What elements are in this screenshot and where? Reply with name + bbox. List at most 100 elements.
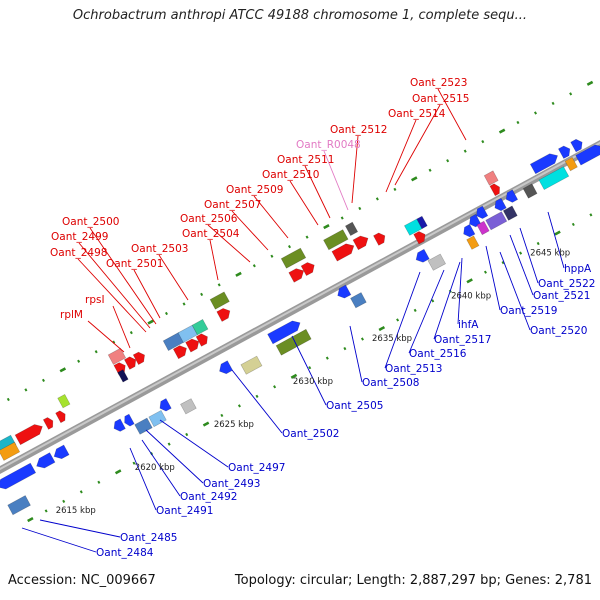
gene-feature bbox=[267, 320, 301, 345]
tick-dot bbox=[94, 350, 98, 354]
label-leader bbox=[77, 258, 147, 333]
gene-feature bbox=[489, 183, 500, 197]
kbp-label: 2635 kbp bbox=[372, 334, 412, 344]
tick-dot bbox=[340, 216, 344, 220]
gene-feature bbox=[494, 197, 507, 212]
tick-dot bbox=[554, 230, 561, 236]
tick-dot bbox=[273, 385, 277, 389]
gene-label: Oant_2510 bbox=[262, 169, 319, 181]
gene-feature bbox=[0, 462, 37, 490]
tick-dot bbox=[200, 292, 204, 297]
gene-label: Oant_2511 bbox=[277, 154, 334, 166]
gene-feature bbox=[373, 232, 386, 246]
tick-dot bbox=[586, 80, 594, 86]
tick-dot bbox=[551, 101, 555, 106]
kbp-label: 2625 kbp bbox=[214, 420, 254, 430]
tick-dot bbox=[569, 92, 573, 96]
tick-dot bbox=[325, 356, 329, 360]
gene-label: Oant_2497 bbox=[228, 462, 285, 474]
gene-label: Oant_2502 bbox=[282, 428, 339, 440]
gene-feature bbox=[350, 292, 367, 309]
label-leader bbox=[141, 439, 181, 497]
tick-dot bbox=[129, 330, 133, 335]
tick-dot bbox=[413, 308, 417, 313]
label-leader bbox=[457, 257, 463, 325]
gene-label: Oant_2517 bbox=[434, 334, 491, 346]
gene-feature bbox=[7, 495, 31, 516]
tick-dot bbox=[79, 490, 83, 494]
gene-label: Oant_2515 bbox=[412, 93, 469, 105]
label-leader bbox=[253, 195, 289, 239]
gene-feature bbox=[323, 229, 349, 251]
label-leader bbox=[209, 239, 219, 281]
gene-label: Oant_2505 bbox=[326, 400, 383, 412]
kbp-label: 2640 kbp bbox=[451, 291, 491, 301]
gene-feature bbox=[219, 360, 234, 375]
gene-feature bbox=[0, 441, 21, 461]
chromosome-backbone bbox=[0, 139, 600, 474]
gene-feature bbox=[134, 417, 153, 435]
label-leader bbox=[87, 320, 125, 353]
gene-label: Oant_2499 bbox=[51, 231, 108, 243]
gene-feature bbox=[476, 220, 490, 236]
gene-label: Oant_2485 bbox=[120, 532, 177, 544]
tick-dot bbox=[375, 197, 379, 201]
gene-feature bbox=[280, 247, 307, 269]
gene-feature bbox=[180, 398, 197, 415]
gene-feature bbox=[117, 369, 129, 383]
gene-feature bbox=[463, 223, 476, 238]
label-leader bbox=[394, 104, 441, 186]
label-leader bbox=[133, 269, 161, 319]
gene-feature bbox=[159, 398, 172, 412]
gene-feature bbox=[466, 235, 480, 250]
gene-feature bbox=[36, 452, 56, 469]
kbp-axis-labels: 2615 kbp 2620 kbp 2625 kbp 2630 kbp 2635 kbp… bbox=[56, 248, 571, 516]
gene-feature bbox=[14, 424, 43, 446]
tick-dot bbox=[519, 251, 523, 255]
tick-dot bbox=[44, 509, 48, 513]
gene-feature bbox=[240, 355, 263, 375]
tick-dot bbox=[220, 413, 224, 418]
tick-dot bbox=[287, 245, 291, 249]
tick-dot bbox=[59, 367, 67, 373]
gene-feature bbox=[300, 262, 315, 277]
tick-dot bbox=[463, 149, 467, 153]
tick-dot bbox=[589, 213, 593, 217]
gene-feature bbox=[557, 145, 571, 159]
gene-label: Oant_2491 bbox=[156, 505, 213, 517]
tick-dot bbox=[114, 469, 122, 475]
label-leader bbox=[323, 150, 349, 211]
gene-label: Oant_2513 bbox=[385, 363, 442, 375]
gene-label: Oant_2500 bbox=[62, 216, 119, 228]
gene-feature bbox=[216, 308, 231, 322]
map-title: Ochrobactrum anthropi ATCC 49188 chromos… bbox=[72, 8, 528, 23]
kbp-label: 2620 kbp bbox=[135, 463, 175, 473]
label-leader bbox=[89, 227, 157, 325]
gene-feature bbox=[344, 221, 359, 237]
label-leader bbox=[207, 224, 251, 263]
gene-feature bbox=[505, 189, 519, 203]
gene-label: Oant_2519 bbox=[500, 305, 557, 317]
tick-dot bbox=[217, 283, 221, 287]
label-leader bbox=[351, 135, 359, 204]
kbp-label: 2645 kbp bbox=[530, 248, 570, 258]
label-leader bbox=[499, 251, 531, 331]
tick-dot bbox=[358, 206, 362, 211]
tick-dot bbox=[252, 264, 256, 268]
gene-label: Oant_2523 bbox=[410, 77, 467, 89]
gene-feature bbox=[123, 356, 137, 370]
label-leader bbox=[158, 254, 189, 301]
tick-dot bbox=[431, 299, 435, 303]
gene-label: Oant_2514 bbox=[388, 108, 446, 120]
gene-feature bbox=[352, 235, 369, 251]
tick-dot bbox=[24, 388, 28, 392]
tick-dot bbox=[182, 302, 186, 306]
tick-dot bbox=[360, 337, 364, 341]
gene-feature bbox=[185, 338, 200, 353]
gene-label: hppA bbox=[564, 263, 592, 275]
gene-feature bbox=[275, 328, 312, 356]
kbp-label: 2615 kbp bbox=[56, 506, 96, 516]
gene-feature bbox=[42, 417, 54, 430]
gene-feature bbox=[413, 231, 426, 245]
